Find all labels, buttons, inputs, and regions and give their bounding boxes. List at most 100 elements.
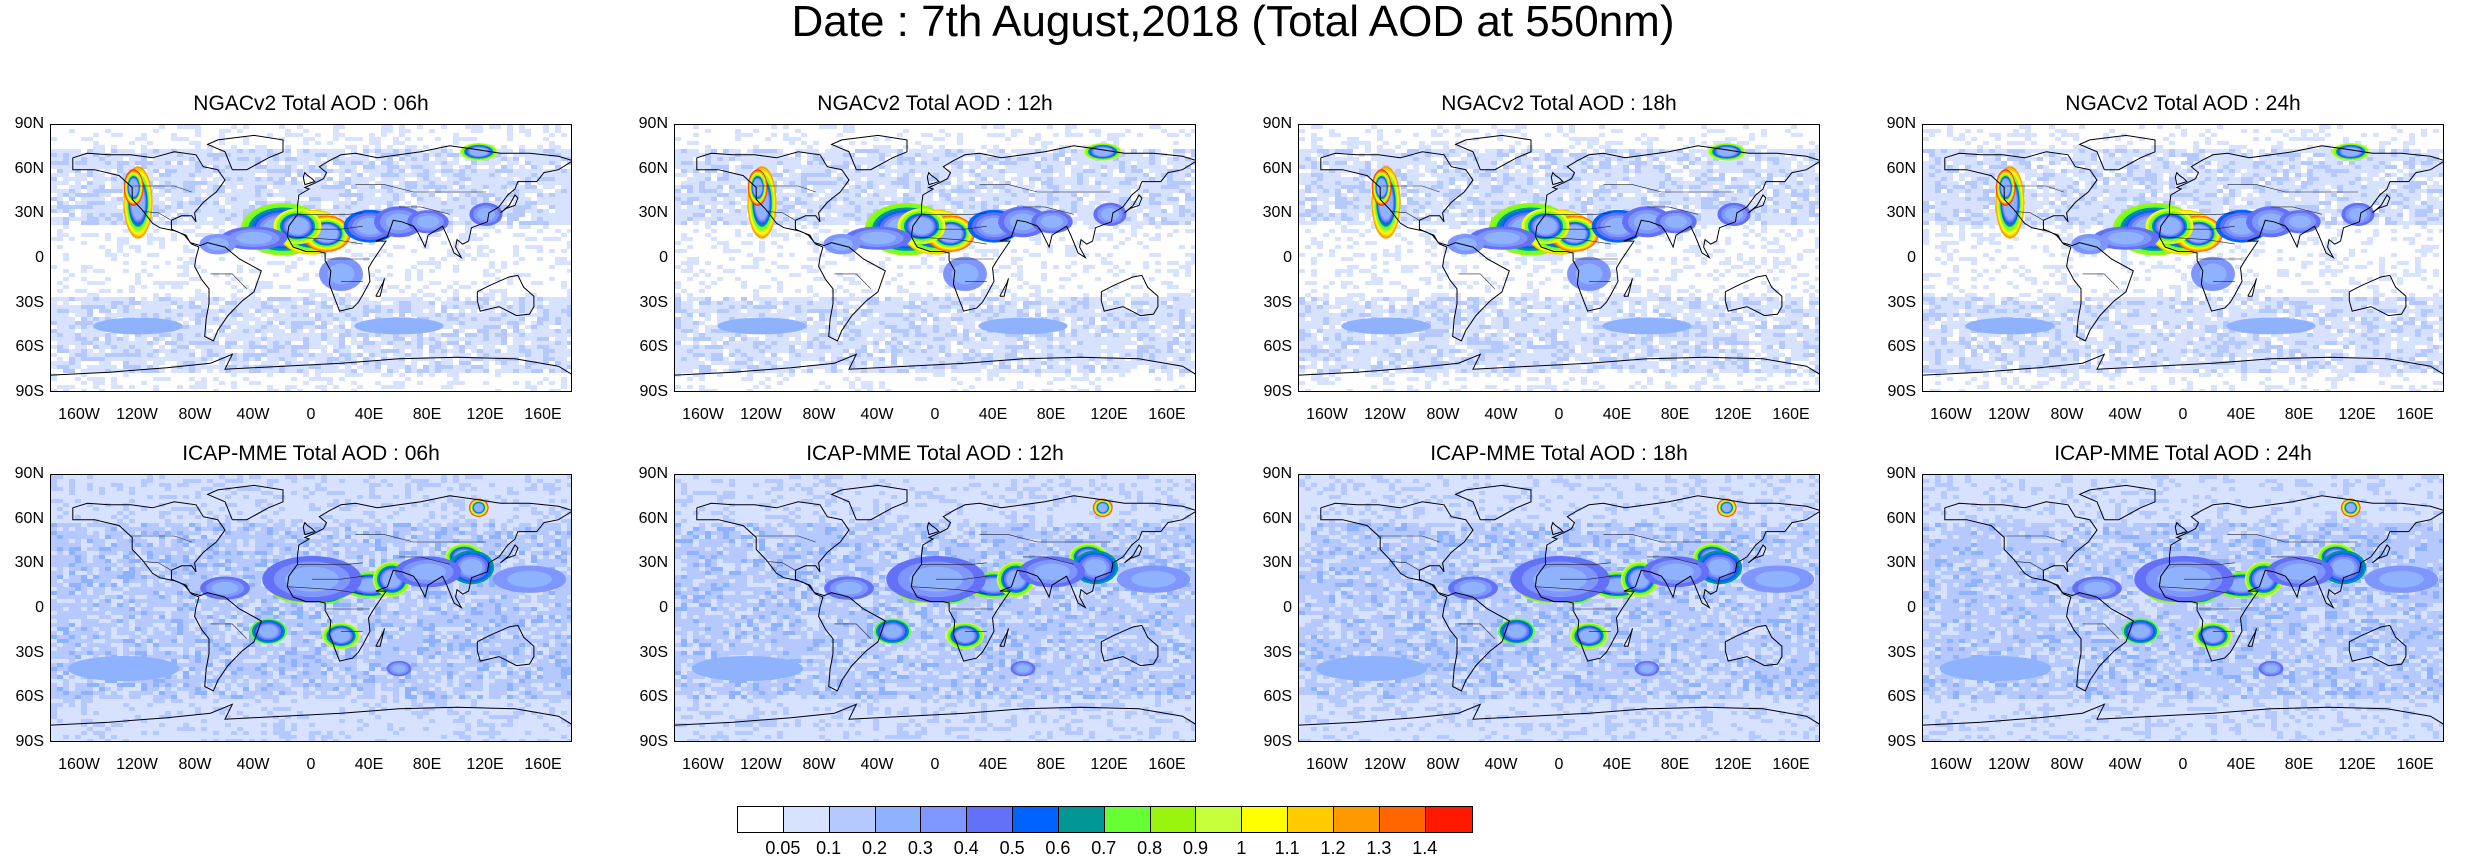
longitude-tick-label: 120W [1983, 406, 2035, 424]
panel-title: ICAP-MME Total AOD : 06h [50, 442, 572, 466]
longitude-tick-label: 0 [2157, 406, 2209, 424]
longitude-tick-label: 40E [1591, 756, 1643, 774]
map-plot-area [50, 124, 572, 392]
latitude-tick-label: 0 [1872, 249, 1916, 267]
colorbar-tick-label: 1.4 [1400, 838, 1450, 859]
longitude-tick-label: 80W [2041, 406, 2093, 424]
latitude-tick-label: 90S [0, 383, 44, 401]
longitude-tick-label: 80W [1417, 756, 1469, 774]
longitude-tick-label: 40E [967, 406, 1019, 424]
colorbar-swatch [876, 807, 922, 832]
aod-field [1923, 475, 2444, 742]
map-plot-area [1298, 474, 1820, 742]
latitude-tick-label: 0 [624, 249, 668, 267]
latitude-tick-label: 60N [0, 510, 44, 528]
latitude-tick-label: 30N [0, 554, 44, 572]
colorbar-tick-label: 0.4 [941, 838, 991, 859]
longitude-tick-label: 80W [2041, 756, 2093, 774]
panel-title: NGACv2 Total AOD : 12h [674, 92, 1196, 116]
longitude-tick-label: 120E [1083, 756, 1135, 774]
longitude-tick-label: 40E [2215, 756, 2267, 774]
longitude-tick-label: 160E [2389, 406, 2441, 424]
longitude-tick-label: 40E [343, 756, 395, 774]
longitude-tick-label: 80W [169, 406, 221, 424]
latitude-tick-label: 90S [624, 733, 668, 751]
longitude-tick-label: 160E [1141, 756, 1193, 774]
latitude-tick-label: 90N [1248, 465, 1292, 483]
latitude-tick-label: 30S [1248, 644, 1292, 662]
map-plot-area [1922, 474, 2444, 742]
panel-title: NGACv2 Total AOD : 06h [50, 92, 572, 116]
colorbar-tick-label: 0.05 [758, 838, 808, 859]
aod-field [675, 475, 1196, 742]
colorbar-swatch [921, 807, 967, 832]
aod-field [1299, 475, 1820, 742]
latitude-tick-label: 60N [624, 510, 668, 528]
longitude-tick-label: 160E [1141, 406, 1193, 424]
longitude-tick-label: 0 [285, 406, 337, 424]
longitude-tick-label: 80E [2273, 406, 2325, 424]
longitude-tick-label: 80E [2273, 756, 2325, 774]
panel-title: ICAP-MME Total AOD : 18h [1298, 442, 1820, 466]
colorbar-tick-label: 1 [1216, 838, 1266, 859]
colorbar-swatch [1288, 807, 1334, 832]
colorbar-tick-label: 0.8 [1125, 838, 1175, 859]
latitude-tick-label: 0 [1248, 599, 1292, 617]
latitude-tick-label: 0 [0, 599, 44, 617]
latitude-tick-label: 30S [624, 294, 668, 312]
longitude-tick-label: 120E [459, 756, 511, 774]
colorbar-swatch [1059, 807, 1105, 832]
colorbar-swatch [1242, 807, 1288, 832]
longitude-tick-label: 40E [1591, 406, 1643, 424]
latitude-tick-label: 90S [1872, 383, 1916, 401]
longitude-tick-label: 120E [459, 406, 511, 424]
colorbar-tick-label: 0.3 [895, 838, 945, 859]
longitude-tick-label: 40W [1475, 756, 1527, 774]
longitude-tick-label: 160W [1301, 756, 1353, 774]
longitude-tick-label: 120W [111, 406, 163, 424]
latitude-tick-label: 90S [1248, 733, 1292, 751]
longitude-tick-label: 160W [677, 406, 729, 424]
longitude-tick-label: 80E [1649, 406, 1701, 424]
longitude-tick-label: 160W [53, 406, 105, 424]
latitude-tick-label: 30S [624, 644, 668, 662]
colorbar-tick-label: 0.1 [804, 838, 854, 859]
longitude-tick-label: 40E [967, 756, 1019, 774]
longitude-tick-label: 0 [285, 756, 337, 774]
longitude-tick-label: 40W [851, 406, 903, 424]
longitude-tick-label: 120E [1707, 406, 1759, 424]
latitude-tick-label: 30S [1248, 294, 1292, 312]
latitude-tick-label: 0 [1248, 249, 1292, 267]
colorbar-swatch [784, 807, 830, 832]
longitude-tick-label: 80E [1025, 406, 1077, 424]
longitude-tick-label: 160W [1925, 406, 1977, 424]
panel-title: NGACv2 Total AOD : 18h [1298, 92, 1820, 116]
longitude-tick-label: 160W [1301, 406, 1353, 424]
panel-title: ICAP-MME Total AOD : 24h [1922, 442, 2444, 466]
colorbar-swatch [1151, 807, 1197, 832]
latitude-tick-label: 60S [1248, 688, 1292, 706]
latitude-tick-label: 90S [1872, 733, 1916, 751]
longitude-tick-label: 80W [1417, 406, 1469, 424]
latitude-tick-label: 30N [624, 204, 668, 222]
colorbar-swatch [738, 807, 784, 832]
map-plot-area [50, 474, 572, 742]
aod-field [51, 125, 572, 392]
aod-colorbar [737, 806, 1473, 833]
latitude-tick-label: 90S [0, 733, 44, 751]
latitude-tick-label: 90N [1872, 465, 1916, 483]
longitude-tick-label: 80E [1025, 756, 1077, 774]
map-plot-area [1922, 124, 2444, 392]
longitude-tick-label: 160E [2389, 756, 2441, 774]
colorbar-tick-label: 0.2 [850, 838, 900, 859]
colorbar-swatch [1426, 807, 1472, 832]
longitude-tick-label: 160E [517, 406, 569, 424]
longitude-tick-label: 80W [793, 406, 845, 424]
longitude-tick-label: 120E [2331, 756, 2383, 774]
latitude-tick-label: 30S [0, 644, 44, 662]
latitude-tick-label: 90N [624, 115, 668, 133]
latitude-tick-label: 60S [0, 688, 44, 706]
